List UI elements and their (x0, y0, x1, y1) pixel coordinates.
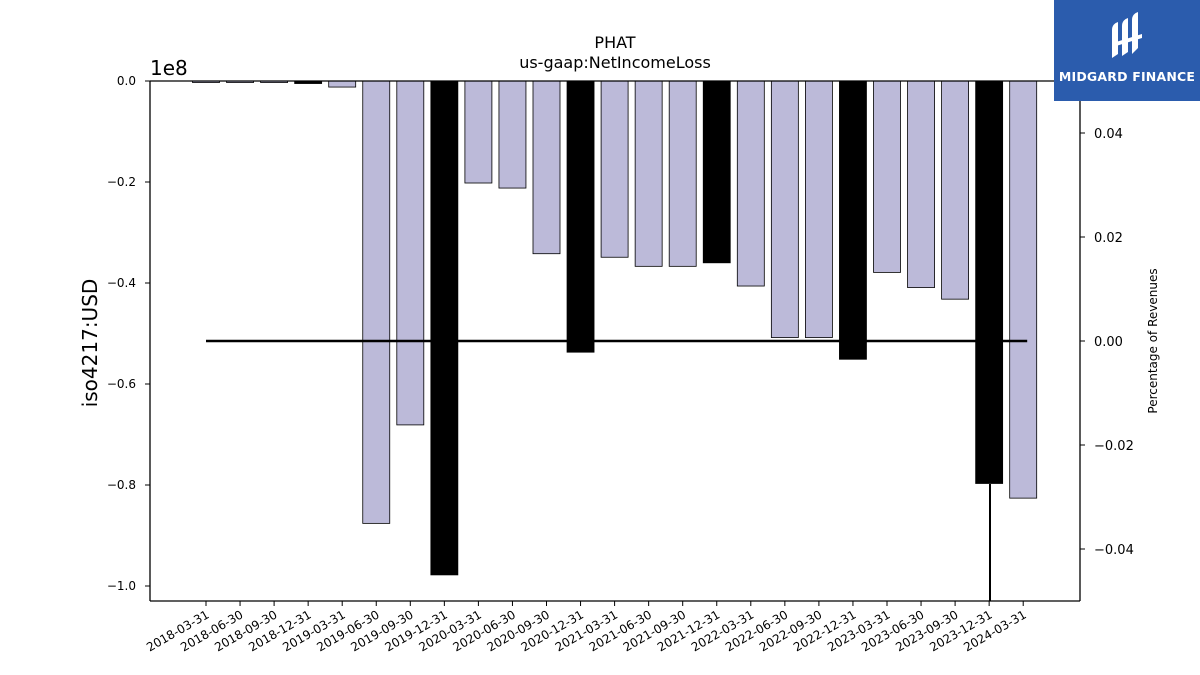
bar (770, 80, 799, 338)
bar (498, 80, 527, 189)
bar (634, 80, 663, 267)
bar (668, 80, 697, 267)
y2-tick-label: 0.02 (1094, 231, 1123, 246)
bar (430, 80, 459, 576)
bar (873, 80, 901, 273)
bar (1009, 80, 1038, 499)
y2-tick-label: −0.04 (1094, 543, 1134, 558)
bar (328, 80, 357, 88)
bar (941, 80, 969, 300)
bar (600, 80, 629, 258)
bar (532, 80, 561, 255)
y-tick-label: −0.8 (107, 478, 136, 492)
bar (464, 80, 493, 184)
midgard-finance-logo: MIDGARD FINANCE (1054, 0, 1200, 101)
y2-tick-label: 0.00 (1094, 335, 1123, 350)
y2-tick-label: 0.04 (1094, 127, 1123, 142)
bar (975, 80, 1004, 484)
bar (805, 80, 833, 338)
y2-axis-label: Percentage of Revenues (1146, 268, 1160, 413)
y2-tick-label: −0.02 (1094, 439, 1134, 454)
bar (362, 80, 391, 524)
chart-subtitle: us-gaap:NetIncomeLoss (519, 53, 711, 72)
bar (702, 80, 731, 264)
y-axis-label: iso4217:USD (78, 279, 102, 408)
bar (566, 80, 595, 353)
y-tick-label: 0.0 (117, 74, 136, 88)
y-tick-label: −1.0 (107, 579, 136, 593)
y-tick-label: −0.4 (107, 276, 136, 290)
y-tick-label: −0.6 (107, 377, 136, 391)
y-offset-label: 1e8 (150, 56, 188, 80)
bar (396, 80, 425, 426)
midgard-logo-icon (1112, 12, 1142, 58)
bar (907, 80, 935, 288)
chart-title: PHAT (594, 33, 635, 52)
y-tick-label: −0.2 (107, 175, 136, 189)
bar (839, 80, 867, 360)
bar (736, 80, 765, 287)
logo-text: MIDGARD FINANCE (1058, 69, 1196, 84)
